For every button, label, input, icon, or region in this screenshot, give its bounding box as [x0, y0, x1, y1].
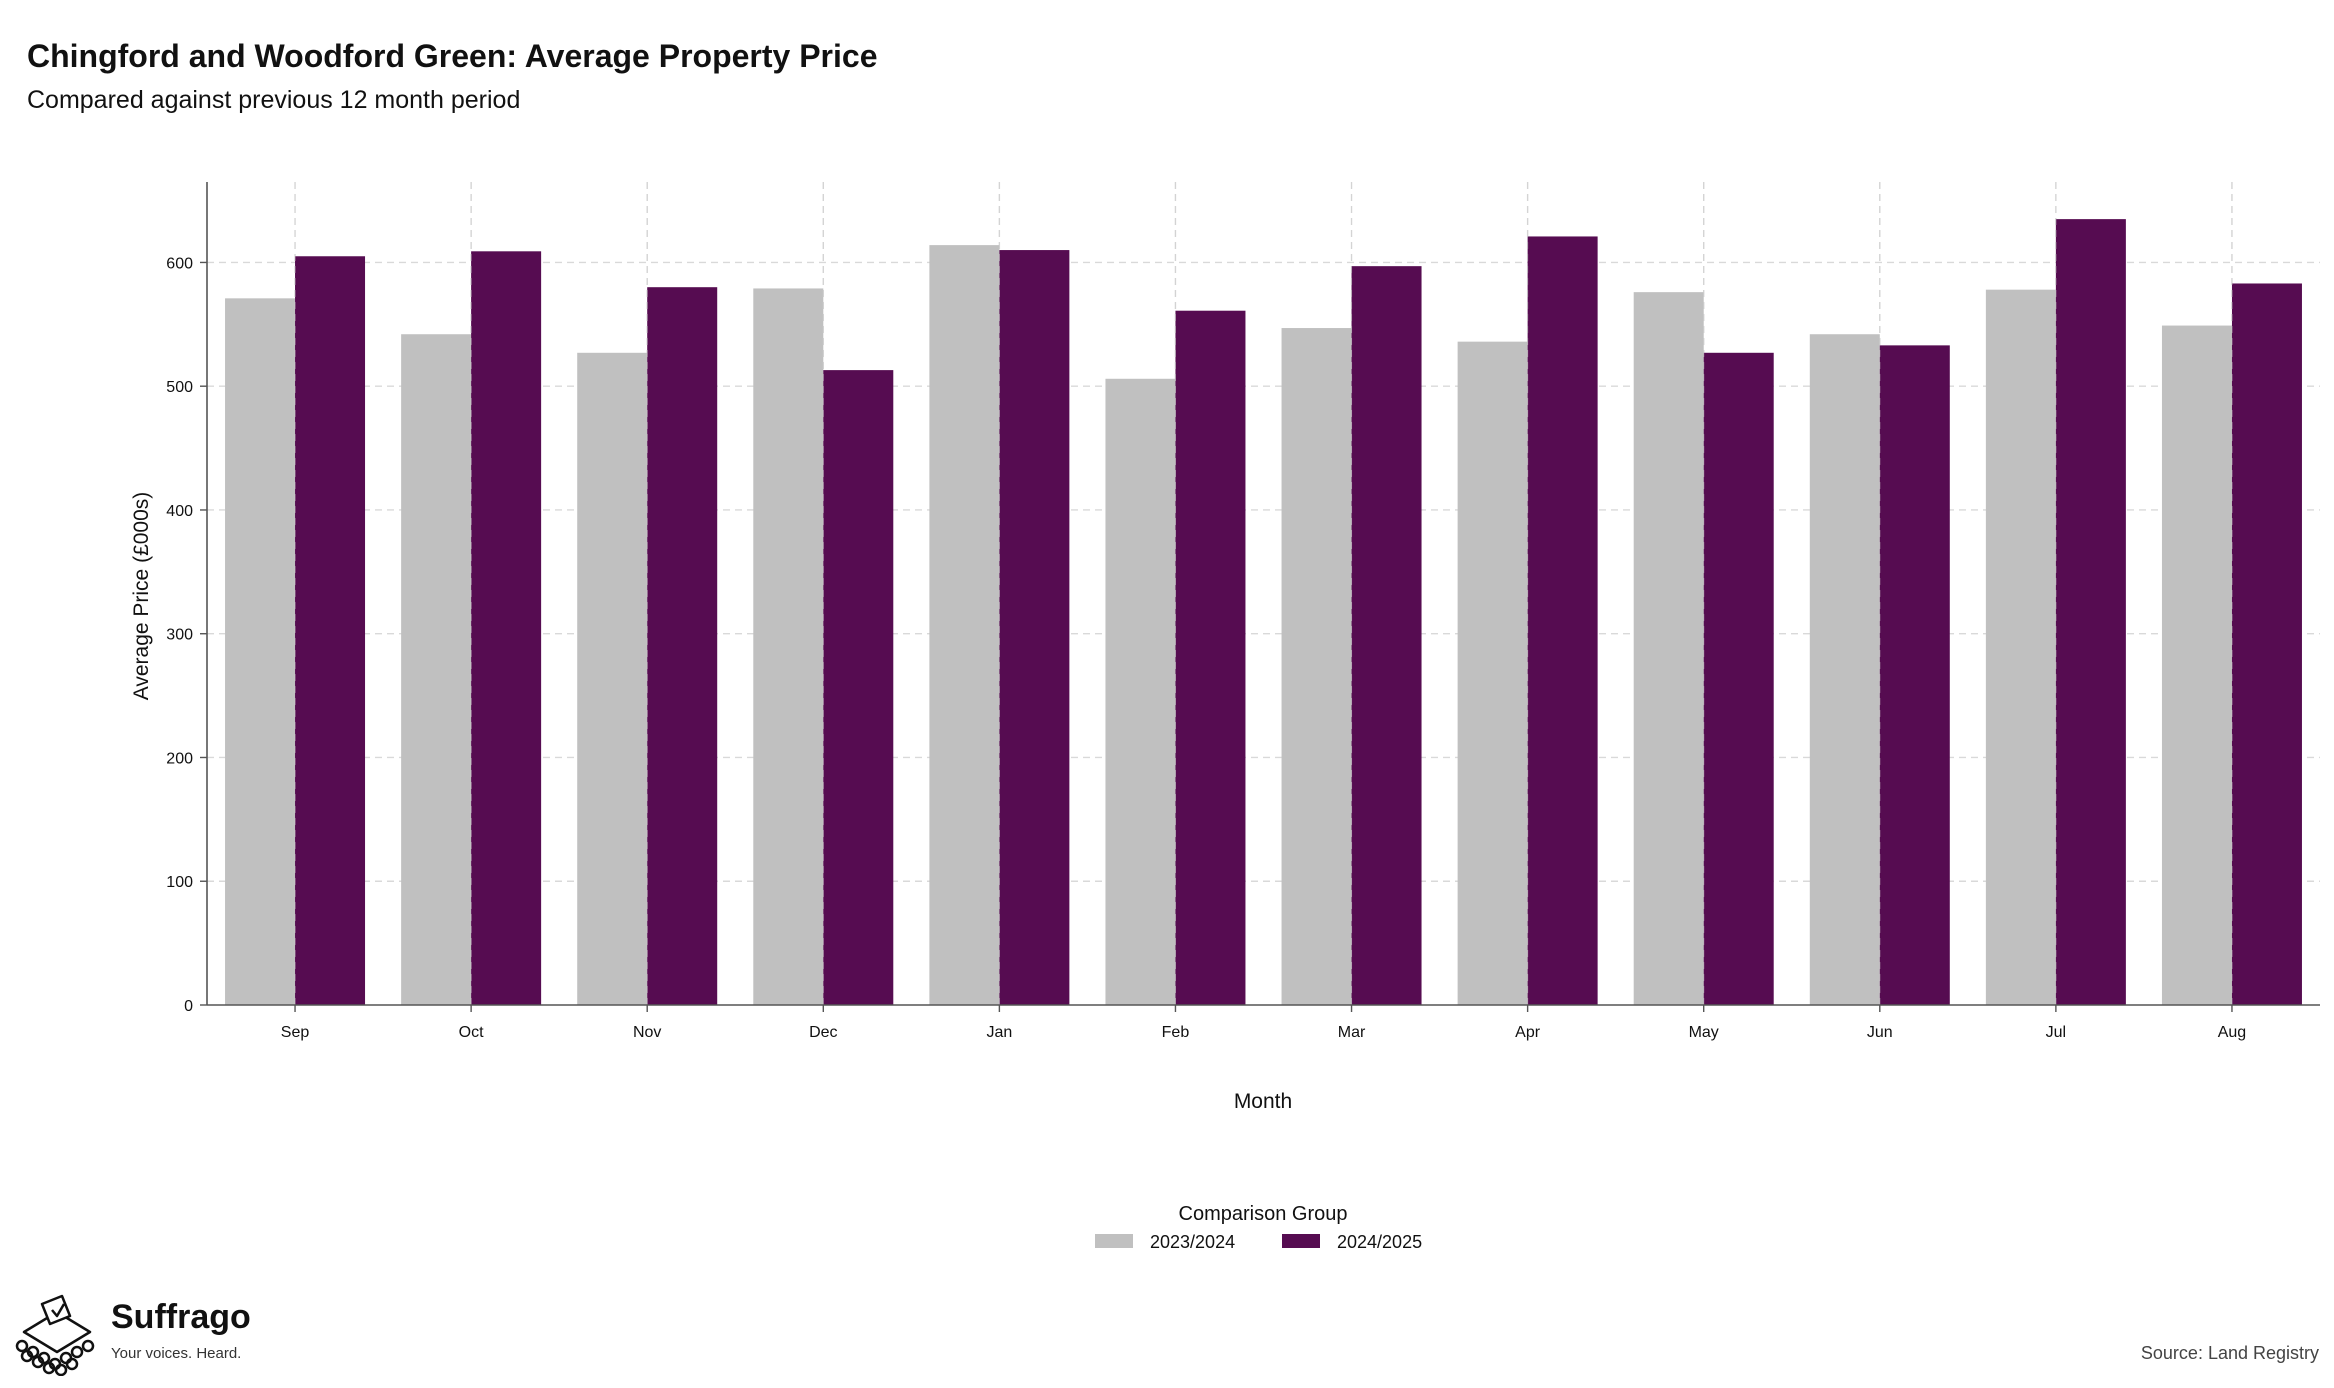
bar-2024-2025-jan	[999, 250, 1070, 1005]
x-tick-label: Jun	[1867, 1024, 1893, 1041]
source-note: Source: Land Registry	[2140, 1343, 2319, 1363]
bar-2024-2025-jun	[1879, 345, 1950, 1005]
legend-swatch-2024-2025	[1282, 1234, 1320, 1248]
bar-2024-2025-apr	[1527, 236, 1598, 1006]
bar-2024-2025-may	[1703, 352, 1774, 1005]
bar-2023-2024-jul	[1985, 289, 2056, 1006]
bar-2024-2025-mar	[1351, 266, 1422, 1006]
x-tick-label: Feb	[1162, 1024, 1190, 1041]
y-tick-label: 400	[166, 503, 193, 520]
y-tick-label: 300	[166, 627, 193, 644]
x-axis-title: Month	[1234, 1090, 1292, 1113]
bar-2023-2024-dec	[753, 288, 824, 1005]
brand-name: Suffrago	[111, 1298, 251, 1336]
bar-2023-2024-jan	[929, 245, 1000, 1005]
bar-2023-2024-apr	[1457, 341, 1528, 1005]
legend-label: 2023/2024	[1150, 1232, 1235, 1252]
x-tick-label: Jan	[986, 1024, 1012, 1041]
x-tick-label: Mar	[1338, 1024, 1366, 1041]
bars	[225, 182, 2302, 1006]
legend-title: Comparison Group	[1179, 1203, 1348, 1225]
y-tick-label: 200	[166, 750, 193, 767]
x-tick-label: Dec	[809, 1024, 837, 1041]
bar-2023-2024-nov	[577, 352, 648, 1005]
legend-label: 2024/2025	[1337, 1232, 1422, 1252]
y-tick-label: 100	[166, 874, 193, 891]
x-tick-label: Aug	[2218, 1024, 2246, 1041]
bar-2024-2025-aug	[2231, 283, 2302, 1006]
y-tick-label: 600	[166, 255, 193, 272]
x-tick-label: Jul	[2046, 1024, 2066, 1041]
bar-2023-2024-sep	[225, 298, 296, 1005]
bar-2023-2024-aug	[2161, 325, 2232, 1005]
bar-2024-2025-dec	[823, 370, 894, 1006]
chart-title: Chingford and Woodford Green: Average Pr…	[27, 38, 878, 74]
bar-2024-2025-jul	[2055, 219, 2126, 1006]
x-tick-label: Sep	[281, 1024, 310, 1041]
y-axis-title: Average Price (£000s)	[130, 492, 153, 701]
bar-2023-2024-jun	[1809, 334, 1880, 1005]
x-tick-label: Nov	[633, 1024, 661, 1041]
legend-swatch-2023-2024	[1095, 1234, 1133, 1248]
ballot-box-icon	[15, 1294, 95, 1376]
y-tick-label: 500	[166, 379, 193, 396]
bar-2023-2024-mar	[1281, 328, 1352, 1005]
chart-subtitle: Compared against previous 12 month perio…	[27, 86, 521, 114]
x-tick-label: Apr	[1515, 1024, 1541, 1041]
x-tick-label: Oct	[459, 1024, 484, 1041]
bar-2023-2024-may	[1633, 292, 1704, 1005]
y-tick-label: 0	[184, 998, 193, 1015]
bar-2024-2025-feb	[1175, 310, 1246, 1005]
bar-2023-2024-oct	[401, 334, 472, 1005]
axes	[200, 182, 2320, 1012]
x-tick-label: May	[1689, 1024, 1719, 1041]
bar-2024-2025-sep	[295, 256, 366, 1006]
bar-2024-2025-nov	[647, 287, 718, 1005]
bar-2023-2024-feb	[1105, 378, 1176, 1005]
bar-2024-2025-oct	[471, 251, 542, 1005]
tick-labels: 0 100 200 300 400 500 600 Sep Oct Nov Dec Jan Feb Mar…	[166, 255, 2246, 1041]
brand-tagline: Your voices. Heard.	[111, 1345, 242, 1362]
legend: Comparison Group 2023/2024 2024/2025	[1095, 1203, 1422, 1252]
